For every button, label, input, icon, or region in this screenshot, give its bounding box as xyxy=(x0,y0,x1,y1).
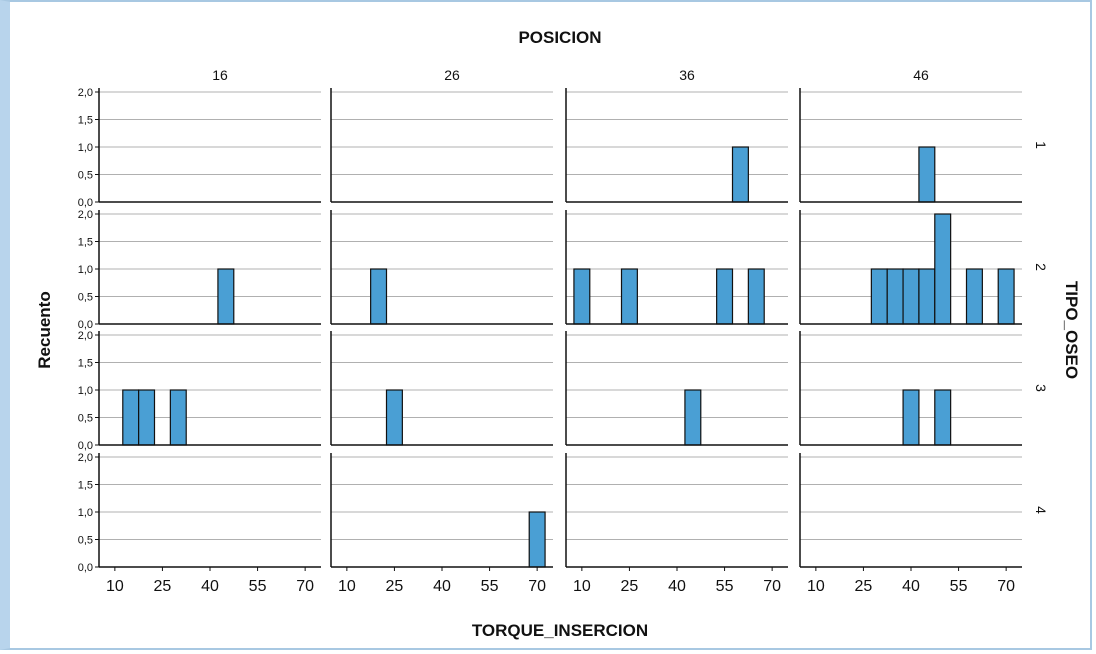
panel-4-46 xyxy=(799,453,1022,568)
y-tick-label: 0,5 xyxy=(78,413,93,425)
panel-3-16: 0,0 0,5 1,0 1,5 2,0 xyxy=(78,330,321,452)
histogram-bar xyxy=(716,268,734,325)
histogram-bar xyxy=(573,268,591,325)
x-tick-label: 70 xyxy=(528,578,546,595)
y-tick-label: 2,0 xyxy=(78,209,93,221)
y-tick-label: 1,5 xyxy=(78,115,93,127)
panel-3-26 xyxy=(330,331,553,446)
panel-4-26 xyxy=(330,453,553,568)
histogram-bar xyxy=(918,268,936,325)
y-tick-label: 0,5 xyxy=(78,535,93,547)
x-tick-label: 10 xyxy=(807,578,825,595)
histogram-bar xyxy=(620,268,638,325)
histogram-bar xyxy=(138,389,156,446)
histogram-bar xyxy=(370,268,388,325)
x-tick-label: 70 xyxy=(763,578,781,595)
panel-1-36 xyxy=(565,88,788,203)
y-tick-label: 1,0 xyxy=(78,264,93,276)
x-tick-label: 25 xyxy=(386,578,404,595)
y-tick-label: 0,0 xyxy=(78,562,93,574)
panel-grid: 16 26 36 4612340,00,51,01,52,00,00,51,01,52… xyxy=(78,67,1049,595)
histogram-bar xyxy=(122,389,140,446)
x-tick-label: 10 xyxy=(106,578,124,595)
histogram-bar xyxy=(684,389,702,446)
y-tick-label: 0,5 xyxy=(78,170,93,182)
x-tick-label: 70 xyxy=(997,578,1015,595)
panel-1-26 xyxy=(330,88,553,203)
panel-2-26 xyxy=(330,210,553,325)
histogram-bar xyxy=(731,146,749,203)
col-facet-header-26: 26 xyxy=(444,67,460,83)
x-tick-label: 55 xyxy=(249,578,267,595)
col-facet-header-16: 16 xyxy=(212,67,228,83)
x-tick-label: 55 xyxy=(481,578,499,595)
y-tick-label: 1,5 xyxy=(78,358,93,370)
x-tick-label: 55 xyxy=(716,578,734,595)
panel-3-36 xyxy=(565,331,788,446)
y-tick-label: 2,0 xyxy=(78,452,93,464)
histogram-bar xyxy=(169,389,187,446)
panel-2-46 xyxy=(799,210,1022,325)
x-tick-label: 10 xyxy=(338,578,356,595)
y-tick-label: 2,0 xyxy=(78,330,93,342)
y-tick-label: 0,0 xyxy=(78,440,93,452)
y-tick-label: 0,0 xyxy=(78,197,93,209)
y-tick-label: 0,0 xyxy=(78,319,93,331)
y-tick-label: 1,0 xyxy=(78,385,93,397)
histogram-bar xyxy=(747,268,765,325)
col-facet-header-46: 46 xyxy=(913,67,929,83)
histogram-bar xyxy=(217,268,235,325)
row-facet-header-1: 1 xyxy=(1033,141,1049,149)
x-tick-label: 55 xyxy=(950,578,968,595)
histogram-bar xyxy=(528,511,546,568)
panel-2-36 xyxy=(565,210,788,325)
panel-3-46 xyxy=(799,331,1022,446)
y-tick-label: 0,5 xyxy=(78,292,93,304)
panel-2-16: 0,0 0,5 1,0 1,5 2,0 xyxy=(78,209,321,331)
row-facet-header-2: 2 xyxy=(1033,263,1049,271)
panel-4-36 xyxy=(565,453,788,568)
histogram-bar xyxy=(934,213,952,325)
histogram-bar xyxy=(934,389,952,446)
y-tick-label: 1,0 xyxy=(78,142,93,154)
x-tick-label: 40 xyxy=(668,578,686,595)
histogram-bar xyxy=(870,268,888,325)
x-tick-label: 40 xyxy=(201,578,219,595)
col-facet-header-36: 36 xyxy=(679,67,695,83)
x-tick-label: 25 xyxy=(855,578,873,595)
x-tick-label: 40 xyxy=(433,578,451,595)
histogram-bar xyxy=(886,268,904,325)
histogram-bar xyxy=(902,389,920,446)
x-tick-label: 25 xyxy=(154,578,172,595)
row-facet-label: TIPO_OSEO xyxy=(1062,281,1081,379)
y-tick-label: 1,5 xyxy=(78,480,93,492)
y-tick-label: 1,5 xyxy=(78,237,93,249)
histogram-bar xyxy=(965,268,983,325)
row-facet-header-3: 3 xyxy=(1033,384,1049,392)
y-axis-label: Recuento xyxy=(35,291,54,368)
x-tick-label: 10 xyxy=(573,578,591,595)
histogram-bar xyxy=(997,268,1015,325)
y-tick-label: 1,0 xyxy=(78,507,93,519)
x-tick-label: 25 xyxy=(621,578,639,595)
x-tick-label: 40 xyxy=(902,578,920,595)
y-tick-label: 2,0 xyxy=(78,87,93,99)
chart-title: POSICION xyxy=(518,28,601,47)
x-tick-label: 70 xyxy=(296,578,314,595)
panel-4-16: 0,0 0,5 1,0 1,5 2,0 xyxy=(78,452,321,574)
panel-1-46 xyxy=(799,88,1022,203)
x-axis-label: TORQUE_INSERCION xyxy=(472,621,648,640)
histogram-bar xyxy=(385,389,403,446)
histogram-bar xyxy=(902,268,920,325)
panel-1-16: 0,0 0,5 1,0 1,5 2,0 xyxy=(78,87,321,209)
histogram-bar xyxy=(918,146,936,203)
row-facet-header-4: 4 xyxy=(1033,506,1049,514)
